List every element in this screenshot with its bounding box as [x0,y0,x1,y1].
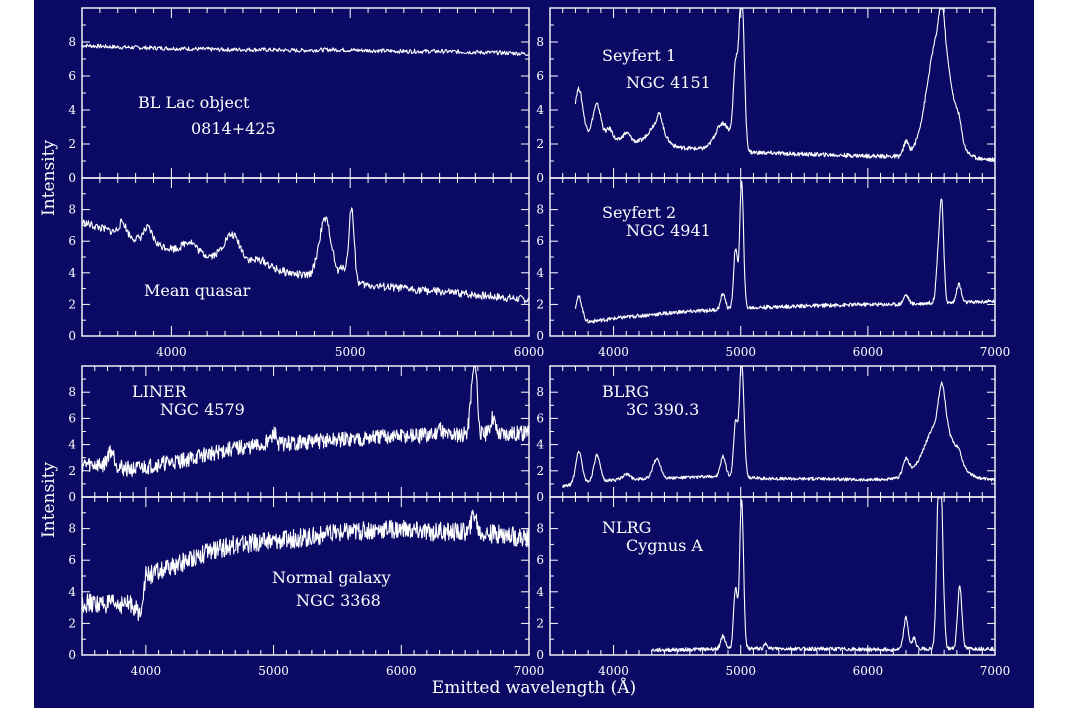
y-tick-label: 2 [68,616,76,630]
y-tick-label: 8 [536,522,544,536]
y-tick-label: 4 [536,103,544,117]
x-tick-label: 5000 [725,345,756,359]
panel-label: Seyfert 1 [602,46,676,65]
y-tick-label: 6 [536,411,544,425]
x-tick-label: 5000 [725,664,756,678]
panel-label: 0814+425 [191,119,276,138]
y-tick-label: 8 [536,385,544,399]
y-tick-label: 4 [68,585,76,599]
x-tick-label: 6000 [514,345,545,359]
spectrum-bllac [81,43,530,56]
spectrum-quasar [81,207,530,304]
spectrum-seyfert2 [574,180,996,324]
spectrum-seyfert1 [574,8,996,163]
y-tick-label: 0 [68,490,76,504]
y-tick-label: 2 [536,297,544,311]
y-tick-label: 8 [68,385,76,399]
y-tick-label: 6 [536,234,544,248]
figure-canvas: 0 2 4 6 8 BL Lac object 0814+425 0 2 4 6 8 Seyfert 1… [34,0,1034,708]
y-tick-label: 2 [536,464,544,478]
y-tick-label: 4 [68,438,76,452]
panel-label: NGC 4941 [626,221,711,240]
y-tick-label: 4 [536,438,544,452]
panel-label: Cygnus A [626,536,703,555]
panel-label: Seyfert 2 [602,203,676,222]
y-tick-label: 4 [536,585,544,599]
y-tick-label: 0 [536,171,544,185]
x-tick-label: 5000 [258,664,289,678]
x-axis-label: Emitted wavelength (Å) [432,677,636,698]
panel-seyfert1: 0 2 4 6 8 Seyfert 1 NGC 4151 [536,7,996,185]
spectrum-nlrg [651,497,996,653]
spectrum-blrg [562,366,996,488]
panel-label: Normal galaxy [272,568,391,587]
x-tick-label: 7000 [514,664,545,678]
panel-label: Mean quasar [144,281,251,300]
y-tick-label: 6 [68,553,76,567]
panel-label: 3C 390.3 [626,400,699,419]
x-tick-label: 7000 [980,664,1011,678]
spectrum-normal [81,509,530,622]
spectra-figure: 0 2 4 6 8 BL Lac object 0814+425 0 2 4 6 8 Seyfert 1… [39,7,1011,698]
y-tick-label: 2 [68,464,76,478]
x-tick-label: 5000 [335,345,366,359]
y-tick-label: 6 [68,69,76,83]
spectrum-liner [81,366,530,478]
y-tick-label: 8 [536,35,544,49]
y-tick-label: 6 [536,553,544,567]
panel-label: NGC 4151 [626,73,711,92]
x-tick-label: 7000 [980,345,1011,359]
panel-bllac: 0 2 4 6 8 BL Lac object 0814+425 [68,7,530,185]
y-tick-label: 0 [68,171,76,185]
panel-frame [549,177,996,337]
panel-label: NGC 4579 [160,400,245,419]
panel-label: LINER [132,382,188,401]
panel-label: NLRG [602,518,651,537]
y-tick-label: 0 [536,329,544,343]
panel-normal: 0 2 4 6 8 4000 5000 6000 7000 Normal galaxy NGC 33… [68,496,545,678]
panel-quasar: 0 2 4 6 8 4000 5000 6000 Mean quasar [68,177,545,359]
y-tick-label: 0 [536,490,544,504]
panel-label: BL Lac object [138,93,250,112]
y-axis-label-top: Intensity [39,140,59,216]
y-tick-label: 8 [68,522,76,536]
y-tick-label: 0 [68,648,76,662]
x-tick-label: 4000 [131,664,162,678]
y-tick-label: 6 [68,411,76,425]
y-tick-label: 4 [536,266,544,280]
y-axis-label-bottom: Intensity [39,462,59,538]
panel-frame [81,177,530,337]
x-tick-label: 6000 [853,664,884,678]
panel-frame [549,7,996,179]
y-tick-label: 2 [68,137,76,151]
y-tick-label: 0 [536,648,544,662]
y-tick-label: 2 [536,137,544,151]
panel-label: BLRG [602,382,649,401]
y-tick-label: 0 [68,329,76,343]
y-tick-label: 2 [68,297,76,311]
y-tick-label: 4 [68,103,76,117]
x-tick-label: 6000 [853,345,884,359]
x-tick-label: 4000 [598,345,629,359]
x-tick-label: 4000 [156,345,187,359]
y-tick-label: 8 [68,35,76,49]
y-tick-label: 4 [68,266,76,280]
y-tick-label: 2 [536,616,544,630]
y-tick-label: 6 [536,69,544,83]
y-tick-label: 6 [68,234,76,248]
x-tick-label: 6000 [386,664,417,678]
y-tick-label: 8 [68,203,76,217]
panel-label: NGC 3368 [296,591,381,610]
x-tick-label: 4000 [598,664,629,678]
y-tick-label: 8 [536,203,544,217]
